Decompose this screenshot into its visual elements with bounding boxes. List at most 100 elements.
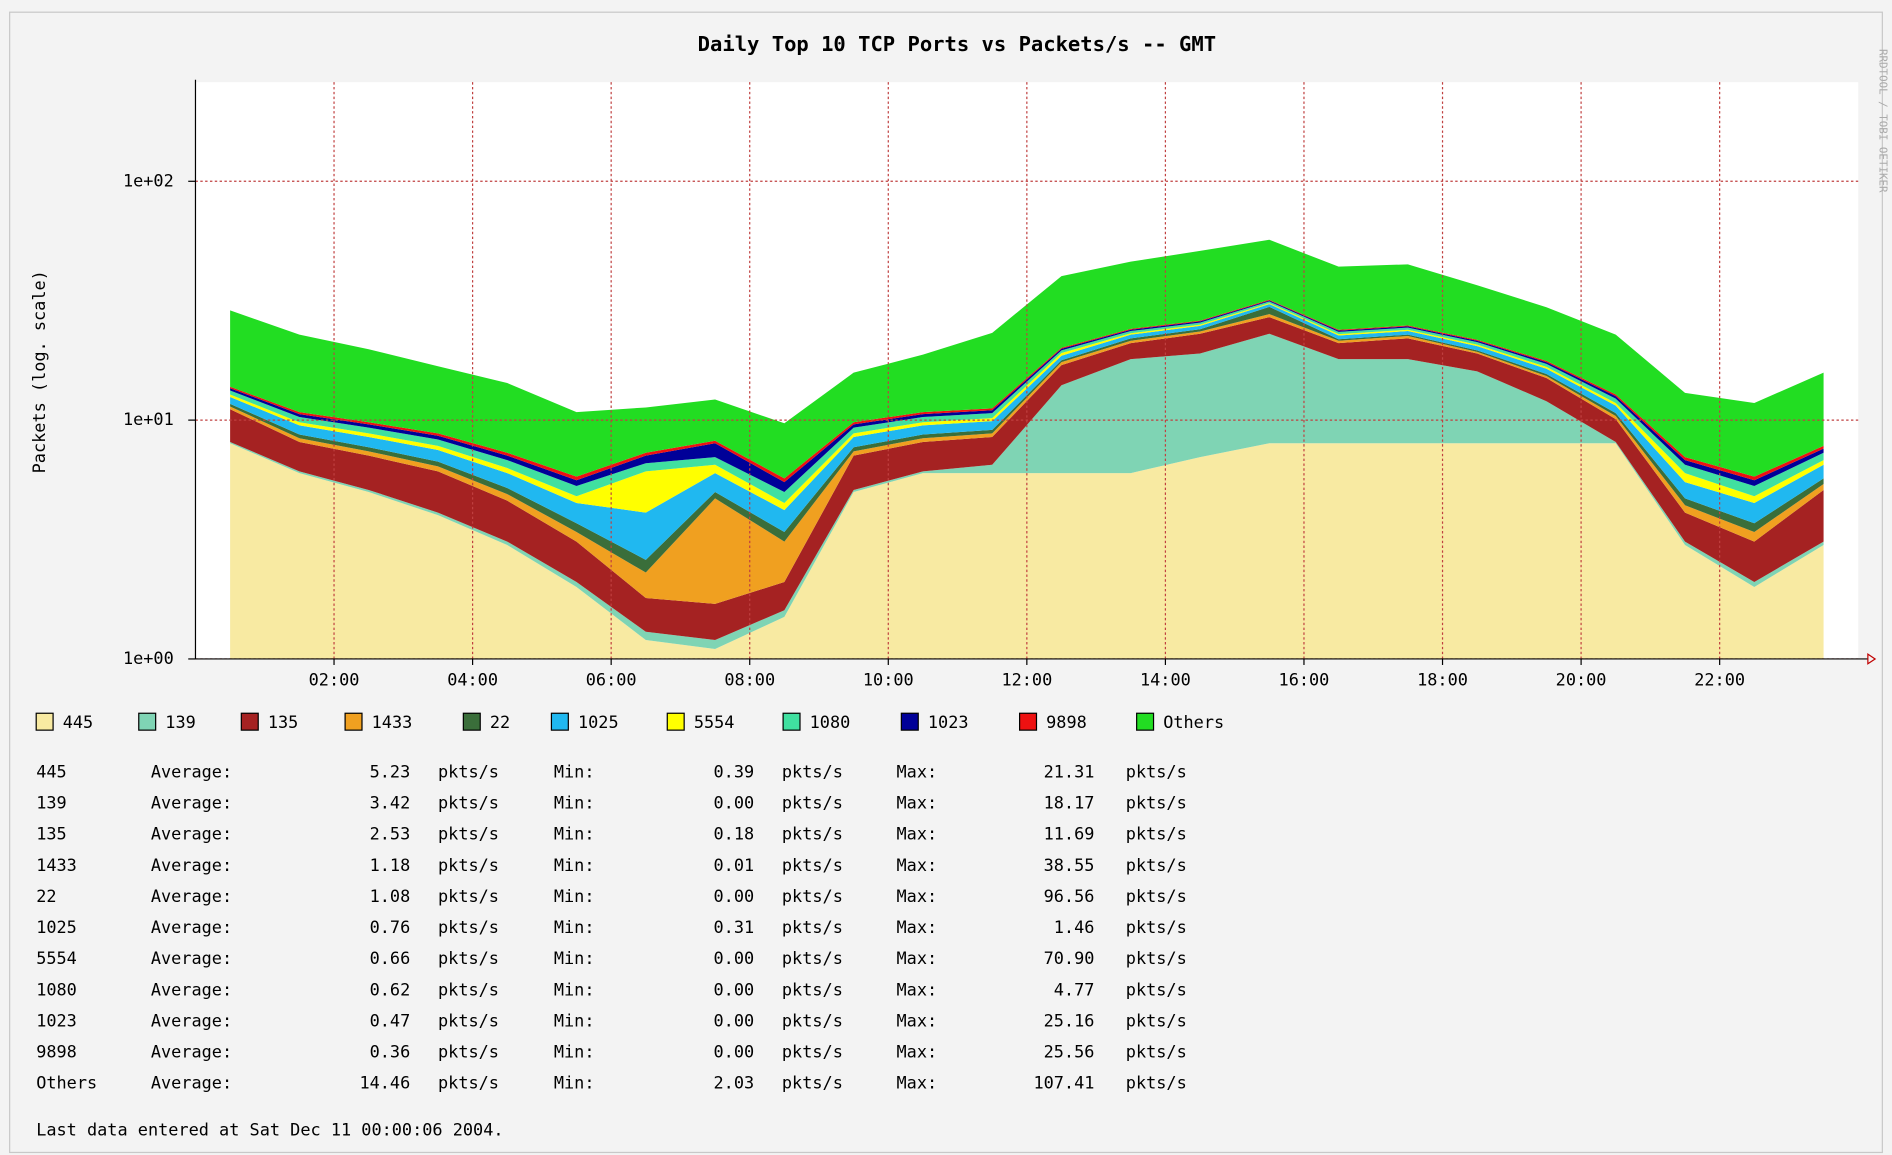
stats-cell: Min: (554, 979, 595, 999)
stats-cell: 0.47 (370, 1010, 411, 1030)
watermark: RRDTOOL / TOBI OETIKER (1876, 49, 1889, 193)
stats-cell: pkts/s (1126, 886, 1187, 906)
stats-cell: Min: (554, 917, 595, 937)
legend-swatch (666, 712, 685, 731)
stats-cell: Max: (897, 979, 938, 999)
stats-cell: 139 (36, 793, 66, 813)
stats-cell: Max: (897, 886, 938, 906)
stats-cell: Max: (897, 824, 938, 844)
stats-cell: pkts/s (782, 948, 843, 968)
stats-cell: pkts/s (438, 1010, 499, 1030)
legend-label: Others (1163, 712, 1224, 732)
stats-cell: 1.18 (370, 855, 411, 875)
stats-cell: Max: (897, 761, 938, 781)
stats-cell: Average: (151, 761, 232, 781)
y-tick-label: 1e+02 (123, 170, 174, 190)
stats-cell: Min: (554, 793, 595, 813)
legend-label: 5554 (694, 712, 735, 732)
x-tick-label: 04:00 (447, 670, 498, 690)
stats-cell: 21.31 (1044, 761, 1095, 781)
stats-cell: Max: (897, 855, 938, 875)
stats-cell: 0.62 (370, 979, 411, 999)
chart-title: Daily Top 10 TCP Ports vs Packets/s -- G… (698, 32, 1216, 56)
stats-cell: Average: (151, 824, 232, 844)
frame (9, 11, 1883, 1154)
stats-cell: pkts/s (438, 1073, 499, 1093)
legend-swatch (550, 712, 569, 731)
x-tick-label: 18:00 (1417, 670, 1468, 690)
stats-cell: pkts/s (1126, 793, 1187, 813)
stats-cell: Min: (554, 761, 595, 781)
stats-cell: Average: (151, 1010, 232, 1030)
stats-cell: Max: (897, 1073, 938, 1093)
stats-cell: 107.41 (1033, 1073, 1094, 1093)
stats-cell: Max: (897, 917, 938, 937)
stats-cell: Min: (554, 948, 595, 968)
x-tick-label: 10:00 (863, 670, 914, 690)
stats-cell: 14.46 (359, 1073, 410, 1093)
stats-cell: pkts/s (438, 855, 499, 875)
stats-cell: 9898 (36, 1042, 77, 1062)
stats-cell: pkts/s (1126, 761, 1187, 781)
stats-cell: Min: (554, 1073, 595, 1093)
stats-cell: 0.00 (714, 1042, 755, 1062)
stats-cell: pkts/s (1126, 824, 1187, 844)
stats-cell: 0.00 (714, 1010, 755, 1030)
stats-cell: 4.77 (1054, 979, 1095, 999)
stats-cell: pkts/s (1126, 1010, 1187, 1030)
stats-cell: pkts/s (782, 1042, 843, 1062)
legend-label: 1025 (578, 712, 619, 732)
legend-swatch (344, 712, 363, 731)
stats-cell: pkts/s (782, 824, 843, 844)
stats-cell: pkts/s (438, 979, 499, 999)
area (230, 333, 1824, 650)
stats-cell: 18.17 (1044, 793, 1095, 813)
stats-cell: 25.56 (1044, 1042, 1095, 1062)
stats-cell: Min: (554, 886, 595, 906)
stats-cell: 11.69 (1044, 824, 1095, 844)
stats-cell: 0.00 (714, 886, 755, 906)
x-tick-label: 16:00 (1279, 670, 1330, 690)
stats-cell: 0.00 (714, 948, 755, 968)
legend-label: 1080 (810, 712, 851, 732)
stats-cell: pkts/s (1126, 1042, 1187, 1062)
legend-label: 22 (490, 712, 510, 732)
x-tick-label: 06:00 (586, 670, 637, 690)
legend-swatch (900, 712, 919, 731)
legend-swatch (782, 712, 801, 731)
legend-swatch (138, 712, 157, 731)
legend-swatch (1136, 712, 1155, 731)
stats-cell: 22 (36, 886, 56, 906)
stats-cell: Average: (151, 948, 232, 968)
stats-cell: Min: (554, 1042, 595, 1062)
stats-cell: 96.56 (1044, 886, 1095, 906)
x-tick-label: 08:00 (724, 670, 775, 690)
stats-cell: 2.53 (370, 824, 411, 844)
x-tick-label: 14:00 (1140, 670, 1191, 690)
stats-cell: 1080 (36, 979, 77, 999)
stats-cell: 25.16 (1044, 1010, 1095, 1030)
legend-label: 1433 (372, 712, 413, 732)
stats-cell: 1023 (36, 1010, 77, 1030)
stats-cell: Average: (151, 1042, 232, 1062)
stats-cell: 38.55 (1044, 855, 1095, 875)
x-tick-label: 12:00 (1001, 670, 1052, 690)
stats-cell: 0.00 (714, 793, 755, 813)
stats-cell: 2.03 (714, 1073, 755, 1093)
x-tick-label: 02:00 (309, 670, 360, 690)
stats-cell: pkts/s (782, 979, 843, 999)
y-tick-label: 1e+00 (123, 648, 174, 668)
legend-label: 9898 (1046, 712, 1087, 732)
stats-cell: 70.90 (1044, 948, 1095, 968)
stats-cell: pkts/s (1126, 948, 1187, 968)
stats-cell: Max: (897, 793, 938, 813)
footer: Last data entered at Sat Dec 11 00:00:06… (36, 1120, 503, 1140)
legend-label: 135 (268, 712, 298, 732)
x-tick-label: 22:00 (1694, 670, 1745, 690)
stats-cell: pkts/s (782, 1073, 843, 1093)
stats-cell: pkts/s (438, 824, 499, 844)
stats-cell: pkts/s (1126, 979, 1187, 999)
stats-cell: Average: (151, 886, 232, 906)
stats-cell: pkts/s (1126, 855, 1187, 875)
stats-cell: 445 (36, 761, 66, 781)
